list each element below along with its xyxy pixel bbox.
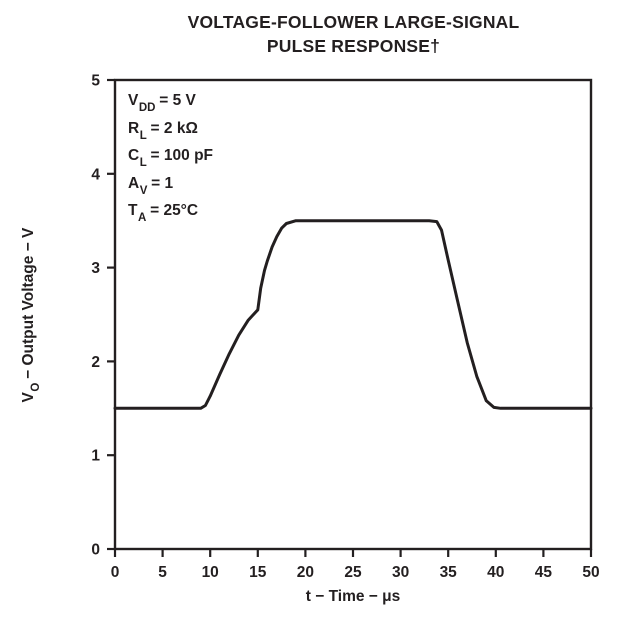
x-tick-label: 10 — [202, 564, 219, 581]
y-tick-label: 3 — [91, 260, 100, 277]
x-tick-label: 5 — [158, 564, 167, 581]
annotation-line-rl: RL = 2 kΩ — [128, 118, 213, 146]
annotation-sub: L — [139, 129, 147, 142]
y-tick-label: 5 — [91, 73, 100, 90]
x-tick-label: 40 — [487, 564, 504, 581]
x-tick-label: 50 — [582, 564, 599, 581]
annotation-base: T — [128, 202, 138, 220]
chart-title-line1: VOLTAGE-FOLLOWER LARGE-SIGNAL — [187, 12, 520, 32]
annotation-rest: = 25°C — [145, 202, 199, 220]
annotation-line-ta: TA = 25°C — [128, 200, 213, 228]
y-tick-label: 1 — [91, 448, 100, 465]
annotation-line-cl: CL = 100 pF — [128, 145, 213, 173]
y-tick-label: 4 — [91, 166, 100, 183]
chart-annotations: VDD = 5 V RL = 2 kΩ CL = 100 pF AV = 1 T… — [128, 90, 213, 228]
annotation-sub: L — [139, 157, 147, 170]
y-axis-label-base: V — [19, 392, 37, 403]
annotation-sub: DD — [138, 102, 156, 115]
chart-title: VOLTAGE-FOLLOWER LARGE-SIGNAL PULSE RESP… — [78, 10, 629, 58]
y-tick-label: 0 — [91, 542, 100, 559]
annotation-rest: = 1 — [146, 174, 174, 192]
y-axis-label-rest: − Output Voltage − V — [19, 227, 37, 384]
x-tick-label: 15 — [249, 564, 267, 581]
annotation-line-vdd: VDD = 5 V — [128, 90, 213, 118]
annotation-base: A — [128, 174, 140, 192]
annotation-sub: A — [137, 212, 147, 225]
annotation-rest: = 2 kΩ — [146, 119, 198, 137]
x-tick-label: 30 — [392, 564, 409, 581]
y-axis-label-sub: O — [30, 382, 43, 392]
y-tick-label: 2 — [91, 354, 100, 371]
annotation-base: R — [128, 119, 140, 137]
y-axis-label: VO − Output Voltage − V — [19, 105, 43, 525]
annotation-base: C — [128, 147, 140, 165]
pulse-response-curve — [113, 219, 593, 410]
x-tick-label: 35 — [440, 564, 458, 581]
annotation-line-av: AV = 1 — [128, 173, 213, 201]
x-axis-label: t − Time − μs — [305, 588, 401, 605]
annotation-sub: V — [139, 184, 148, 197]
chart-title-line2: PULSE RESPONSE† — [266, 36, 441, 56]
annotation-rest: = 100 pF — [146, 147, 214, 165]
x-tick-label: 0 — [111, 564, 120, 581]
annotation-base: V — [128, 92, 139, 109]
x-tick-label: 25 — [344, 564, 362, 581]
annotation-rest: = 5 V — [154, 92, 196, 109]
x-tick-label: 45 — [535, 564, 553, 581]
x-tick-label: 20 — [297, 564, 314, 581]
